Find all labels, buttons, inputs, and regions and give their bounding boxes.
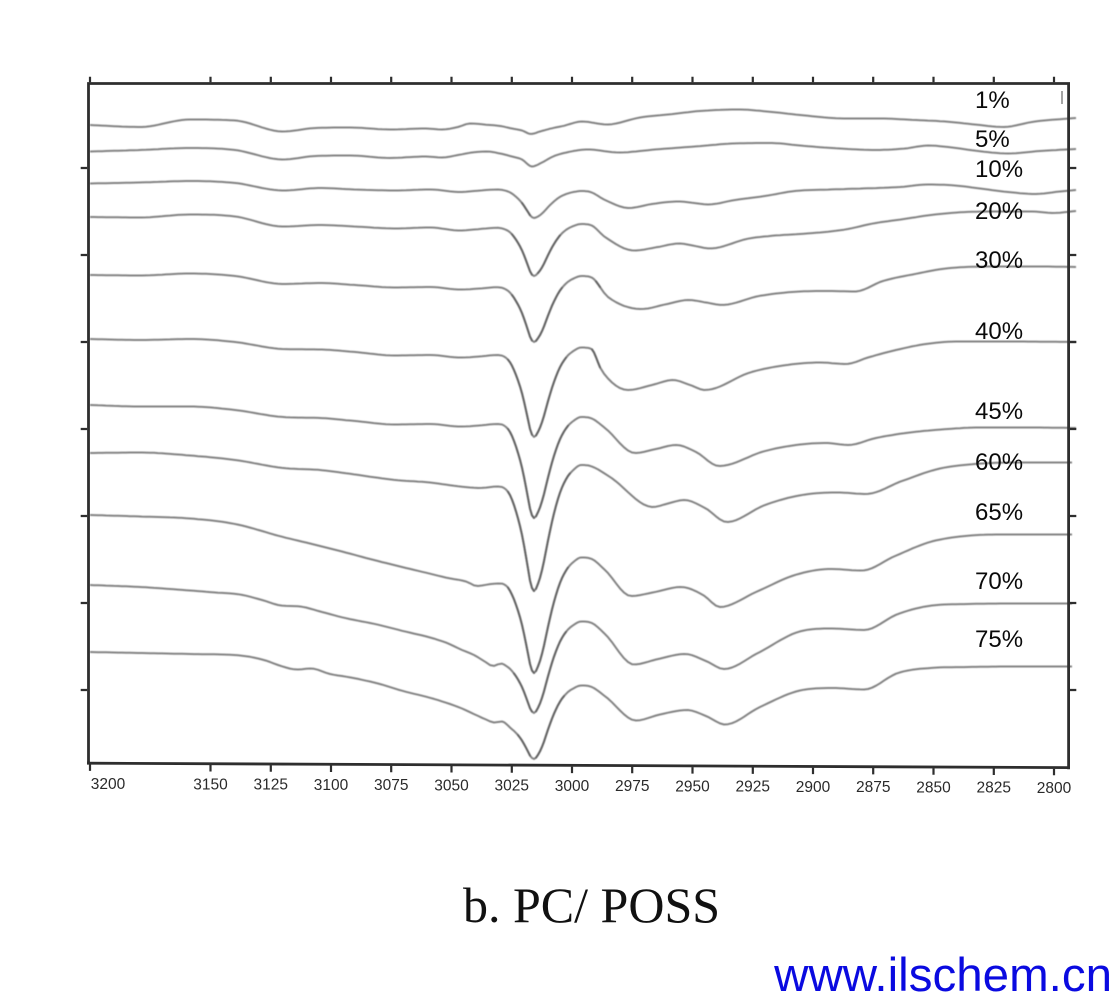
svg-text:2900: 2900 — [796, 779, 831, 796]
svg-text:2950: 2950 — [675, 778, 710, 795]
svg-text:20%: 20% — [975, 198, 1023, 225]
svg-text:5%: 5% — [975, 126, 1010, 153]
svg-text:3050: 3050 — [434, 777, 469, 794]
svg-text:2825: 2825 — [977, 780, 1011, 797]
svg-text:b. PC/ POSS: b. PC/ POSS — [463, 877, 720, 933]
svg-text:3075: 3075 — [374, 777, 408, 794]
svg-text:40%: 40% — [975, 318, 1023, 345]
svg-text:3025: 3025 — [495, 778, 529, 795]
svg-text:3125: 3125 — [254, 777, 288, 794]
svg-text:3100: 3100 — [314, 777, 349, 794]
svg-text:30%: 30% — [975, 247, 1023, 274]
svg-text:3150: 3150 — [193, 776, 228, 793]
svg-text:75%: 75% — [975, 626, 1023, 653]
svg-text:2925: 2925 — [736, 779, 770, 796]
svg-text:www.ilschem.cn: www.ilschem.cn — [773, 949, 1112, 1002]
svg-text:60%: 60% — [975, 449, 1023, 476]
svg-text:3000: 3000 — [555, 778, 590, 795]
svg-text:65%: 65% — [975, 499, 1023, 526]
svg-text:70%: 70% — [975, 568, 1023, 595]
svg-text:45%: 45% — [975, 398, 1023, 425]
svg-text:1%: 1% — [975, 87, 1010, 114]
svg-text:2850: 2850 — [916, 779, 951, 796]
svg-text:2975: 2975 — [615, 778, 649, 795]
svg-text:3200: 3200 — [91, 776, 126, 793]
svg-text:2875: 2875 — [856, 779, 890, 796]
svg-text:2800: 2800 — [1037, 780, 1072, 797]
svg-text:10%: 10% — [975, 156, 1023, 183]
